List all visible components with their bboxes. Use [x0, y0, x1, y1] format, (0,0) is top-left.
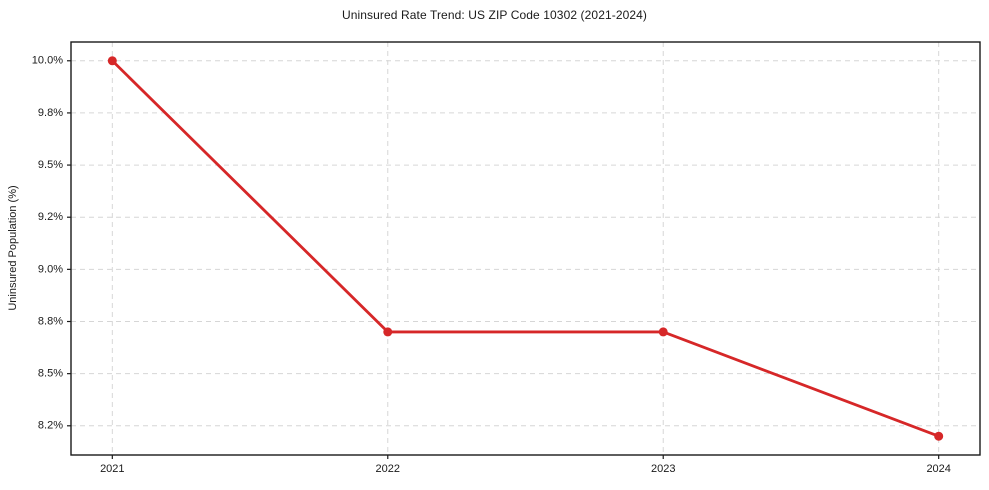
y-tick-label: 8.5% — [38, 368, 63, 380]
y-tick-label: 8.8% — [38, 315, 63, 327]
chart-title: Uninsured Rate Trend: US ZIP Code 10302 … — [341, 8, 648, 22]
x-tick-label: 2024 — [926, 463, 950, 475]
data-point — [658, 327, 668, 337]
data-point — [934, 431, 944, 441]
x-tick-label: 2022 — [376, 463, 400, 475]
data-point — [107, 56, 117, 66]
axes-frame — [70, 41, 981, 456]
y-tick-label: 9.2% — [38, 211, 63, 223]
x-tick-label: 2023 — [651, 463, 675, 475]
y-tick-label: 9.8% — [38, 107, 63, 119]
data-point — [383, 327, 393, 337]
y-tick-label: 9.5% — [38, 159, 63, 171]
x-tick-label: 2021 — [100, 463, 124, 475]
plot-background — [71, 42, 980, 455]
trend-line — [110, 59, 941, 438]
y-tick-label: 9.0% — [38, 263, 63, 275]
y-tick-label: 10.0% — [32, 55, 63, 67]
y-tick-label: 8.2% — [38, 420, 63, 432]
